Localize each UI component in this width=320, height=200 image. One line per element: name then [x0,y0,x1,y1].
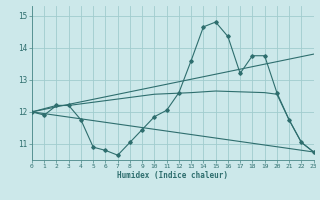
X-axis label: Humidex (Indice chaleur): Humidex (Indice chaleur) [117,171,228,180]
